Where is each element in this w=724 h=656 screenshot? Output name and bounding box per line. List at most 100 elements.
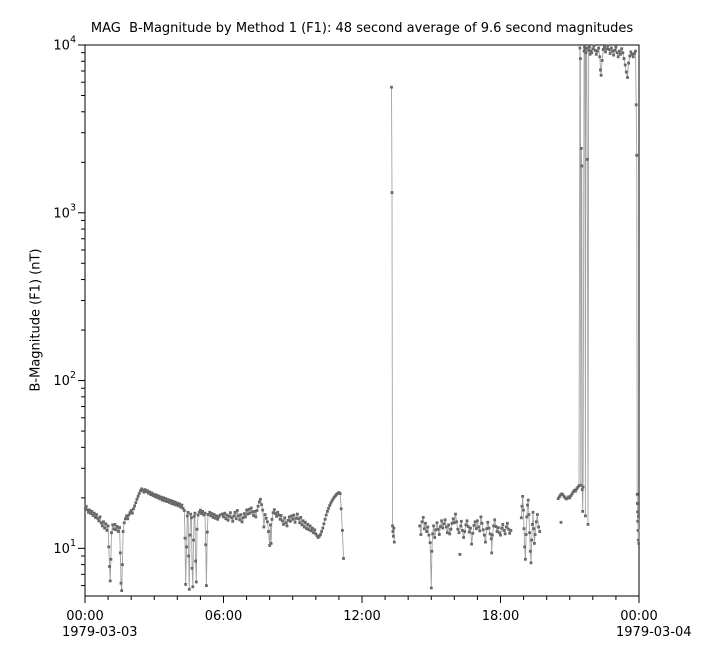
chart-title: MAG B-Magnitude by Method 1 (F1): 48 sec…	[90, 21, 634, 36]
data-point-marker	[577, 484, 581, 488]
data-point-marker	[162, 496, 165, 500]
data-point-marker	[238, 518, 242, 522]
data-point-marker	[616, 55, 620, 59]
data-point-marker	[252, 514, 255, 517]
data-point-marker	[324, 513, 328, 517]
data-point-marker	[477, 525, 480, 529]
data-point-marker	[476, 519, 479, 523]
data-point-marker	[272, 508, 276, 512]
data-point-marker	[507, 527, 510, 531]
data-point-marker	[451, 517, 455, 521]
data-point-marker	[533, 542, 536, 545]
data-point-marker	[287, 515, 291, 519]
data-point-marker	[259, 497, 262, 501]
data-point-marker	[234, 517, 238, 521]
data-point-marker	[301, 519, 305, 523]
series-line-segment	[391, 87, 395, 543]
data-point-marker	[533, 533, 537, 536]
data-point-marker	[184, 583, 187, 586]
data-point-marker	[139, 489, 142, 493]
data-point-marker	[266, 520, 269, 524]
data-point-marker	[531, 510, 535, 514]
data-point-marker	[579, 483, 583, 487]
data-point-marker	[269, 523, 272, 527]
data-point-marker	[570, 492, 574, 496]
data-point-marker	[271, 511, 275, 515]
data-point-marker	[636, 510, 639, 514]
data-point-marker	[240, 520, 244, 524]
data-point-marker	[326, 510, 329, 513]
data-point-marker	[293, 520, 297, 524]
data-point-marker	[491, 533, 494, 537]
data-point-marker	[194, 559, 197, 563]
data-point-marker	[426, 525, 430, 529]
data-point-marker	[196, 513, 200, 517]
data-point-marker	[222, 515, 225, 519]
data-point-marker	[534, 520, 538, 524]
data-point-marker	[390, 191, 394, 194]
data-point-marker	[509, 529, 513, 532]
data-point-marker	[615, 51, 619, 55]
data-point-marker	[590, 51, 594, 55]
series-line-segment	[419, 514, 512, 589]
data-point-marker	[634, 103, 638, 107]
data-point-marker	[255, 509, 259, 512]
data-point-marker	[155, 493, 158, 497]
data-point-marker	[633, 52, 636, 55]
data-point-marker	[446, 531, 449, 535]
data-point-marker	[526, 498, 530, 502]
data-point-marker	[185, 545, 188, 549]
data-point-marker	[261, 508, 265, 512]
data-point-marker	[332, 495, 336, 499]
data-point-marker	[182, 509, 186, 512]
data-point-marker	[122, 521, 126, 525]
data-point-marker	[441, 526, 445, 530]
data-point-marker	[588, 52, 592, 56]
data-point-marker	[199, 508, 202, 512]
data-point-marker	[133, 504, 136, 508]
data-point-marker	[484, 540, 487, 544]
data-point-marker	[152, 492, 156, 496]
data-point-marker	[613, 48, 617, 52]
data-point-marker	[479, 515, 483, 519]
data-point-marker	[433, 536, 437, 539]
data-point-marker	[472, 524, 476, 527]
data-point-marker	[459, 524, 463, 528]
data-point-marker	[592, 44, 596, 48]
data-point-marker	[195, 527, 199, 531]
data-point-marker	[598, 55, 602, 59]
data-point-marker	[434, 528, 438, 532]
data-point-marker	[256, 504, 260, 508]
data-point-marker	[532, 527, 536, 531]
data-point-marker	[289, 519, 292, 523]
data-point-marker	[500, 526, 504, 530]
data-point-marker	[596, 49, 599, 53]
data-point-marker	[473, 520, 477, 524]
data-point-marker	[100, 524, 104, 528]
data-point-marker	[469, 526, 472, 530]
data-point-marker	[315, 534, 319, 538]
data-point-marker	[494, 525, 498, 528]
data-point-marker	[584, 514, 587, 518]
data-point-marker	[209, 514, 213, 518]
data-point-marker	[172, 502, 176, 506]
data-point-marker	[636, 502, 639, 505]
data-point-marker	[583, 48, 587, 51]
data-point-marker	[579, 147, 583, 150]
data-point-marker	[115, 525, 119, 528]
data-point-marker	[276, 510, 280, 514]
data-point-marker	[166, 498, 170, 502]
data-point-marker	[274, 512, 277, 515]
data-point-marker	[141, 488, 145, 492]
data-point-marker	[215, 514, 218, 518]
data-point-marker	[482, 533, 486, 537]
data-point-marker	[523, 545, 527, 549]
data-point-marker	[309, 529, 313, 533]
data-point-marker	[480, 521, 484, 525]
data-point-marker	[224, 517, 228, 521]
data-point-marker	[579, 57, 582, 60]
data-point-marker	[118, 551, 122, 555]
data-point-marker	[558, 495, 561, 499]
data-point-marker	[92, 511, 96, 515]
data-point-marker	[436, 527, 440, 531]
